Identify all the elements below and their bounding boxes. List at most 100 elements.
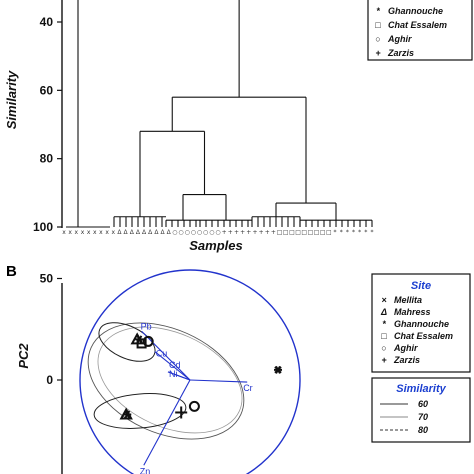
- dendro-leaf-marker: ○: [172, 229, 177, 236]
- similarity-contours: [87, 322, 245, 440]
- sample-point: [142, 335, 154, 347]
- dendro-leaf-marker: *: [371, 229, 374, 236]
- sample-point: [136, 338, 147, 349]
- dendro-leaf-marker: □: [277, 229, 283, 236]
- mahress-cluster-contour: [98, 322, 156, 362]
- dendro-leaf-marker: +: [252, 229, 257, 236]
- similarity-70-contour: [97, 326, 243, 434]
- dendro-leaf-marker: Δ: [148, 229, 153, 236]
- dendro-leaf-marker: ○: [197, 229, 202, 236]
- dendro-leaf-marker: x: [62, 229, 66, 236]
- dendro-leaf-marker: □: [295, 229, 301, 236]
- dendro-leaf-marker: ○: [185, 229, 190, 236]
- dendro-tick-label: 40: [40, 15, 54, 29]
- dendro-leaf-marker: □: [289, 229, 295, 236]
- dendro-leaf-marker: *: [334, 229, 337, 236]
- dendro-leaf-marker: *: [346, 229, 349, 236]
- pca-ylabel: PC2: [16, 343, 31, 369]
- dendro-leaf-marker: □: [314, 229, 320, 236]
- site-legend-symbol: □: [381, 331, 387, 341]
- dendro-leaf-marker: ○: [191, 229, 196, 236]
- site-legend-symbol: Δ: [380, 307, 387, 317]
- vector-label-ni: Ni: [169, 369, 178, 379]
- dendro-tick-label: 80: [40, 152, 54, 166]
- site-legend-symbol: ×: [381, 295, 387, 305]
- loading-vector-cu: [154, 351, 191, 381]
- pca-tick-label: 50: [40, 272, 54, 286]
- vector-label-cd: Cd: [169, 360, 181, 370]
- site-legend-box: [371, 273, 471, 373]
- dendro-leaf-marker: □: [301, 229, 307, 236]
- dendro-legend-label: Chat Essalem: [388, 20, 447, 30]
- similarity-legend-label: 60: [418, 399, 428, 409]
- dendro-leaf-marker: x: [105, 229, 109, 236]
- dendro-legend-label: Aghir: [387, 34, 412, 44]
- dendro-ylabel: Similarity: [4, 70, 19, 129]
- site-legend-label: Mahress: [394, 307, 431, 317]
- dendro-leaf-marker: +: [259, 229, 264, 236]
- sample-point: [274, 365, 282, 374]
- dendro-leaf-marker: +: [240, 229, 245, 236]
- sample-point: [175, 406, 188, 419]
- dendro-leaf-marker: x: [93, 229, 97, 236]
- dendro-leaf-marker: x: [87, 229, 91, 236]
- dendro-leaf-marker: Δ: [117, 229, 122, 236]
- loading-vector-zn: [143, 379, 191, 466]
- similarity-legend-title: Similarity: [396, 383, 446, 395]
- site-legend-label: Ghannouche: [394, 319, 449, 329]
- dendro-leaf-marker: ○: [209, 229, 214, 236]
- dendro-leaf-marker: □: [283, 229, 289, 236]
- dendro-leaf-marker: ○: [203, 229, 208, 236]
- dendro-leaf-marker: Δ: [154, 229, 159, 236]
- dendro-legend-box: [367, 0, 473, 61]
- dendro-legend-symbol: +: [375, 48, 381, 58]
- pca-tick-label: 0: [46, 373, 53, 387]
- dendro-legend-label: Zarzis: [387, 48, 414, 58]
- dendro-leaf-marker: Δ: [161, 229, 166, 236]
- loading-vector-pb: [141, 330, 191, 381]
- dendro-tick-label: 100: [33, 220, 53, 234]
- similarity-60-contour: [87, 322, 245, 440]
- loading-vector-ni: [167, 371, 191, 381]
- dendro-leaf-marker: *: [358, 229, 361, 236]
- site-legend-symbol: ○: [381, 343, 386, 353]
- pca-y-ticks: 50 0: [40, 272, 62, 387]
- site-legend: Site × Mellita Δ Mahress * Ghannouche □ Chat Es…: [371, 273, 471, 373]
- site-legend-symbol: +: [381, 355, 387, 365]
- vector-label-cu: Cu: [156, 349, 168, 359]
- vector-label-cr: Cr: [243, 383, 253, 393]
- dendro-leaf-markers: x x x x x x x x x Δ Δ Δ Δ Δ Δ Δ Δ Δ ○ ○ ○ ○ ○ ○ ○ ○ + + + + + + + + + □ □ □ □ □…: [62, 229, 373, 236]
- sample-point: [188, 400, 200, 412]
- panel-label-b: B: [6, 263, 17, 280]
- dendro-tree: [66, 0, 373, 228]
- dendro-legend-symbol: ○: [375, 34, 380, 44]
- dendro-legend-symbol: □: [375, 20, 381, 30]
- dendro-leaf-marker: Δ: [124, 229, 129, 236]
- dendro-leaf-marker: Δ: [167, 229, 172, 236]
- vector-label-zn: Zn: [140, 466, 151, 474]
- dendro-leaf-marker: □: [326, 229, 332, 236]
- dendro-leaf-marker: +: [222, 229, 227, 236]
- dendro-leaf-marker: □: [308, 229, 314, 236]
- dendro-leaf-marker: ○: [178, 229, 183, 236]
- dendro-legend-symbol: *: [376, 6, 380, 16]
- dendro-leaf-marker: Δ: [136, 229, 141, 236]
- dendro-leaf-marker: Δ: [130, 229, 135, 236]
- dendro-leaf-marker: Δ: [142, 229, 147, 236]
- dendro-leaf-marker: x: [68, 229, 72, 236]
- dendro-leaf-marker: +: [234, 229, 239, 236]
- dendro-leaf-marker: +: [228, 229, 233, 236]
- site-legend-label: Chat Essalem: [394, 331, 453, 341]
- similarity-legend-box: [371, 377, 471, 443]
- dendro-leaf-marker: x: [75, 229, 79, 236]
- pca-points: [119, 332, 282, 420]
- aghir-zarzis-cluster-contour: [93, 393, 187, 429]
- site-legend-symbol: *: [382, 319, 386, 329]
- similarity-legend-label: 80: [418, 425, 428, 435]
- dendro-leaf-marker: +: [265, 229, 270, 236]
- dendro-xlabel: Samples: [189, 238, 242, 253]
